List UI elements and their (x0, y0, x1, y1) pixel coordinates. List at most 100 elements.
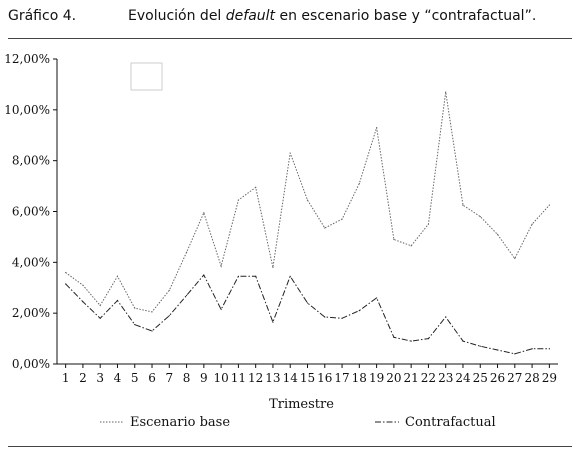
x-tick-label: 8 (183, 371, 191, 385)
data-point (548, 348, 550, 350)
top-rule (8, 38, 572, 39)
figure-title-before: Evolución del (128, 8, 226, 24)
x-axis-label: Trimestre (269, 397, 334, 412)
x-tick-label: 13 (265, 371, 280, 385)
legend-entry: Escenario base (130, 415, 230, 430)
bottom-rule (8, 446, 572, 447)
data-point (514, 353, 516, 355)
data-point (306, 199, 309, 201)
x-tick-label: 26 (490, 371, 505, 385)
figure-header: Gráfico 4. Evolución del default en esce… (0, 0, 580, 40)
figure-title: Evolución del default en escenario base … (128, 8, 536, 24)
data-point (168, 289, 170, 291)
data-point (82, 301, 84, 303)
x-tick-label: 11 (231, 371, 246, 385)
data-point (220, 308, 222, 310)
x-tick-label: 12 (248, 371, 263, 385)
axes: 0,00%2,00%4,00%6,00%8,00%10,00%12,00%1 2 3… (4, 52, 558, 412)
data-point (531, 348, 533, 350)
x-tick-label: 7 (165, 371, 173, 385)
x-tick-label: 21 (404, 371, 419, 385)
data-point (410, 245, 412, 247)
data-point (393, 238, 395, 241)
x-tick-label: 14 (283, 371, 299, 385)
x-tick-label: 19 (369, 371, 384, 385)
x-tick-label: 25 (473, 371, 488, 385)
x-tick-label: 29 (542, 371, 557, 385)
data-point (445, 91, 447, 93)
x-tick-label: 16 (317, 371, 332, 385)
x-tick-label: 20 (386, 371, 401, 385)
data-point (427, 337, 430, 340)
x-tick-label: 22 (421, 371, 436, 385)
x-tick-label: 28 (524, 371, 539, 385)
series-line-escenario-base (65, 91, 550, 313)
data-point (134, 324, 136, 326)
legend-entry: Contrafactual (405, 415, 496, 430)
y-tick-label: 10,00% (4, 103, 50, 117)
x-tick-label: 9 (200, 371, 208, 385)
data-point (185, 251, 188, 253)
data-point (376, 127, 378, 129)
x-tick-label: 3 (96, 371, 104, 385)
x-tick-label: 27 (507, 371, 522, 385)
data-point (376, 297, 378, 299)
x-tick-label: 4 (114, 371, 122, 385)
data-point (427, 223, 430, 225)
data-point (82, 284, 84, 286)
x-tick-label: 18 (352, 371, 367, 385)
data-point (445, 316, 447, 318)
x-tick-label: 5 (131, 371, 139, 385)
data-point (410, 340, 412, 342)
data-point (65, 271, 67, 274)
data-point (531, 223, 533, 225)
data-point (272, 321, 274, 323)
data-point (341, 218, 343, 220)
x-tick-label: 6 (148, 371, 156, 385)
data-point (116, 299, 119, 302)
x-tick-label: 2 (79, 371, 87, 385)
y-tick-label: 12,00% (4, 52, 50, 66)
data-point (358, 182, 360, 185)
data-point (220, 265, 222, 267)
data-point (272, 266, 274, 269)
x-tick-label: 17 (334, 371, 349, 385)
data-point (134, 307, 136, 309)
data-point (168, 315, 170, 317)
data-point (496, 233, 499, 235)
y-tick-label: 6,00% (12, 205, 50, 219)
data-point (324, 227, 326, 229)
y-tick-label: 8,00% (12, 154, 50, 168)
data-point (393, 336, 395, 338)
data-point (462, 204, 464, 206)
data-point (151, 311, 153, 313)
data-point (116, 275, 119, 277)
data-point (237, 275, 239, 277)
data-point (479, 215, 481, 218)
data-point (99, 304, 101, 307)
legend: Escenario base Contrafactual (100, 415, 496, 430)
data-point (203, 274, 205, 276)
data-point (341, 317, 343, 319)
y-tick-label: 0,00% (12, 357, 50, 371)
x-tick-label: 1 (62, 371, 70, 385)
data-point (289, 152, 291, 154)
data-point (514, 257, 516, 260)
data-point (255, 275, 257, 277)
data-point (203, 212, 205, 214)
x-tick-label: 15 (300, 371, 315, 385)
legend-box-placeholder (130, 62, 163, 91)
figure-label: Gráfico 4. (8, 8, 77, 24)
data-point (358, 310, 360, 312)
series-line-contrafactual (65, 274, 550, 355)
data-point (99, 317, 101, 319)
data-point (185, 294, 188, 296)
x-tick-label: 24 (455, 371, 471, 385)
data-point (255, 186, 257, 188)
data-point (496, 349, 499, 351)
figure-title-italic: default (225, 8, 276, 24)
data-point (462, 340, 464, 342)
data-point (65, 283, 67, 285)
series-layer (65, 91, 550, 355)
